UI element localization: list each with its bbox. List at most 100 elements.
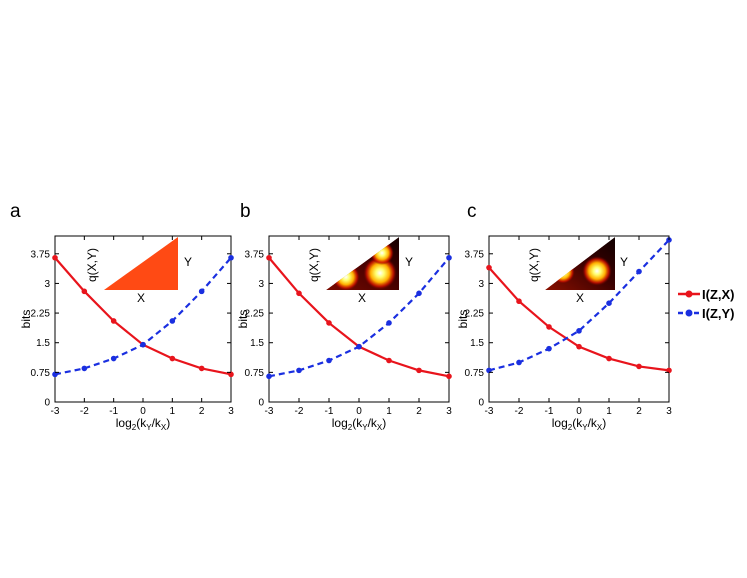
inset-x-label: X — [358, 291, 366, 305]
x-tick-label: -1 — [325, 406, 334, 417]
inset: q(X,Y) X Y — [85, 237, 192, 305]
data-point-zx — [636, 363, 642, 370]
data-point-zx — [446, 373, 452, 380]
data-point-zx — [169, 355, 176, 362]
x-tick-label: -2 — [295, 406, 304, 417]
y-tick-label: 3.75 — [245, 249, 265, 260]
legend-item-zy: I(Z,Y) — [678, 306, 735, 321]
data-point-zx — [296, 290, 302, 297]
data-point-zy — [52, 371, 58, 378]
plot-marks — [486, 237, 672, 374]
data-point-zy — [356, 343, 362, 350]
data-point-zy — [228, 254, 234, 261]
legend-label-zy: I(Z,Y) — [702, 306, 735, 321]
data-point-zy — [81, 365, 88, 372]
data-point-zy — [576, 328, 582, 334]
x-tick-label: -3 — [265, 406, 274, 417]
y-tick-label: 3.75 — [465, 249, 485, 260]
y-tick-label: 0 — [44, 398, 50, 409]
x-tick-label: 3 — [446, 406, 452, 417]
y-tick-label: 3 — [44, 279, 50, 290]
data-point-zy — [446, 254, 452, 261]
data-point-zx — [110, 318, 117, 324]
x-tick-label: 1 — [386, 406, 392, 417]
plot-frame — [488, 235, 670, 403]
panel-letter: a — [10, 201, 21, 222]
y-tick-label: 0.75 — [465, 368, 485, 379]
data-point-zx — [546, 324, 552, 330]
data-point-zx — [486, 264, 492, 271]
y-tick-label: 0 — [478, 398, 484, 409]
y-tick-label: 2.25 — [245, 309, 265, 320]
y-tick-labels: 0 0.75 1.5 2.25 3 3.75 — [31, 249, 231, 409]
x-tick-label: -1 — [545, 406, 554, 417]
x-tick-label: 2 — [199, 406, 205, 417]
y-tick-label: 2.25 — [31, 309, 51, 320]
data-point-zx — [198, 365, 205, 372]
data-point-zx — [416, 367, 422, 374]
x-tick-label: -1 — [109, 406, 118, 417]
x-tick-label: -3 — [51, 406, 60, 417]
x-tick-label: 3 — [666, 406, 672, 417]
legend-item-zx: I(Z,X) — [678, 287, 735, 302]
inset-x-label: X — [137, 291, 145, 305]
x-tick-label: 2 — [416, 406, 422, 417]
x-tick-label: 0 — [356, 406, 362, 417]
y-tick-labels: 0 0.75 1.5 2.25 3 3.75 — [465, 249, 669, 409]
data-point-zx — [666, 367, 672, 374]
y-tick-label: 2.25 — [465, 309, 485, 320]
x-tick-label: 3 — [228, 406, 234, 417]
data-point-zx — [228, 371, 234, 378]
legend-label-zx: I(Z,X) — [702, 287, 735, 302]
x-tick-label: -2 — [80, 406, 89, 417]
x-tick-label: -3 — [485, 406, 494, 417]
panel-c: c 0 0.75 1.5 2.25 3 3.75 -3 -2 -1 0 1 2 3 bits log2… — [456, 201, 672, 432]
x-tick-labels: -3 -2 -1 0 1 2 3 — [51, 236, 234, 417]
y-axis-label: bits — [19, 310, 33, 329]
data-point-zy — [169, 318, 176, 324]
data-point-zy — [486, 367, 492, 374]
x-tick-label: 1 — [170, 406, 176, 417]
x-axis-label: log2(kY/kX) — [552, 416, 607, 432]
x-tick-label: 0 — [576, 406, 582, 417]
y-tick-label: 3 — [478, 279, 484, 290]
data-point-zy — [606, 300, 612, 306]
plot-frame — [54, 235, 232, 403]
inset-triangle — [104, 237, 178, 290]
plot-frame — [268, 235, 450, 403]
y-axis-label: bits — [456, 310, 470, 329]
data-point-zx — [266, 254, 272, 261]
y-tick-label: 1.5 — [36, 338, 50, 349]
panel-a: a 0 0.75 1.5 2.25 3 3.75 -3 -2 -1 0 1 2 3 bits log2… — [10, 201, 234, 432]
data-point-zy — [636, 268, 642, 275]
data-point-zx — [52, 254, 58, 261]
y-tick-labels: 0 0.75 1.5 2.25 3 3.75 — [245, 249, 449, 409]
data-point-zy — [296, 367, 302, 374]
data-point-zy — [266, 373, 272, 380]
x-axis-label: log2(kY/kX) — [332, 416, 387, 432]
inset-side-label: Y — [620, 255, 628, 269]
inset-y-label: q(X,Y) — [307, 248, 321, 282]
data-point-zy — [516, 359, 522, 366]
y-tick-label: 3.75 — [31, 249, 51, 260]
legend: I(Z,X) I(Z,Y) — [678, 287, 735, 321]
y-tick-label: 1.5 — [470, 338, 484, 349]
legend-marker-zy — [685, 309, 693, 317]
data-point-zy — [416, 290, 422, 297]
inset-y-label: q(X,Y) — [527, 248, 541, 282]
inset-x-label: X — [576, 291, 584, 305]
x-tick-label: -2 — [515, 406, 524, 417]
y-tick-label: 1.5 — [250, 338, 264, 349]
y-axis-label: bits — [236, 310, 250, 329]
data-point-zx — [326, 320, 332, 326]
y-tick-label: 3 — [258, 279, 264, 290]
data-point-zy — [546, 345, 552, 352]
panel-letter: c — [467, 201, 477, 222]
data-point-zx — [576, 343, 582, 350]
data-point-zy — [140, 341, 146, 348]
data-point-zx — [606, 355, 612, 362]
y-tick-label: 0.75 — [245, 368, 265, 379]
x-tick-label: 2 — [636, 406, 642, 417]
data-point-zx — [516, 298, 522, 305]
